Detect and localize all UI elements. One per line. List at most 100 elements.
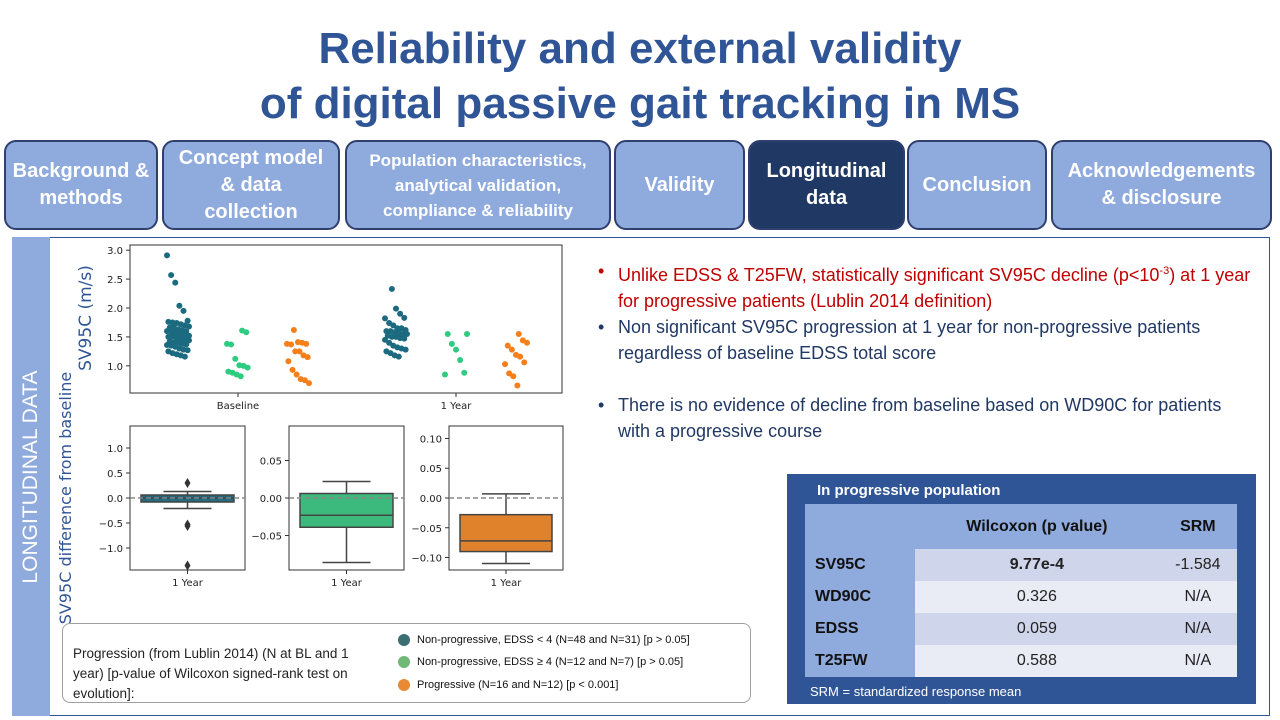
- y-tick-label: −1.0: [99, 544, 123, 555]
- y-tick-label: −0.05: [411, 524, 442, 535]
- data-point: [502, 361, 508, 368]
- data-point: [296, 348, 303, 355]
- data-point: [228, 341, 235, 348]
- y-tick-label: 0.10: [420, 434, 442, 445]
- box: [459, 513, 553, 553]
- data-point: [232, 355, 239, 362]
- data-point: [184, 347, 191, 354]
- x-tick-label: 1 Year: [491, 578, 523, 589]
- bullet-2: Non significant SV95C progression at 1 y…: [598, 314, 1258, 366]
- data-point: [181, 353, 188, 360]
- tab-population[interactable]: Population characteristics, analytical v…: [345, 140, 611, 230]
- y-tick-label: 0.5: [107, 469, 123, 480]
- table-row: EDSS 0.059 N/A: [805, 613, 1237, 645]
- data-point: [508, 346, 515, 353]
- outlier: [184, 560, 191, 571]
- data-point: [186, 323, 192, 330]
- data-point: [166, 326, 173, 333]
- data-point: [504, 342, 511, 349]
- data-point: [510, 373, 517, 380]
- x-tick-label: 1 Year: [331, 578, 363, 589]
- data-point: [292, 348, 299, 355]
- results-table: Wilcoxon (p value) SRM SV95C 9.77e-4 -1.584…: [805, 504, 1237, 677]
- section-strip: LONGITUDINAL DATA: [12, 237, 50, 716]
- legend-item: Non-progressive, EDSS ≥ 4 (N=12 and N=7)…: [398, 656, 683, 668]
- data-point: [285, 358, 292, 365]
- table-row: T25FW 0.588 N/A: [805, 645, 1237, 677]
- data-point: [183, 341, 190, 348]
- table-row: WD90C 0.326 N/A: [805, 581, 1237, 613]
- outlier: [184, 521, 191, 531]
- data-point: [168, 272, 175, 279]
- tab-conclusion[interactable]: Conclusion: [907, 140, 1047, 230]
- data-point: [461, 369, 468, 376]
- y-tick-label: −0.5: [99, 519, 123, 530]
- data-point: [293, 371, 300, 378]
- circle-icon: [398, 634, 410, 646]
- circle-icon: [398, 679, 410, 691]
- column-header: SRM: [1158, 504, 1237, 549]
- column-header: Wilcoxon (p value): [915, 504, 1159, 549]
- y-tick-label: 0.00: [420, 494, 442, 505]
- data-point: [186, 332, 192, 339]
- data-point: [453, 346, 459, 353]
- data-point: [290, 326, 297, 333]
- y-tick-label: 1.0: [107, 444, 123, 455]
- data-point: [288, 341, 295, 348]
- data-point: [395, 353, 402, 360]
- data-point: [172, 279, 179, 286]
- data-point: [464, 331, 470, 338]
- y-tick-label: 0.0: [107, 494, 123, 505]
- data-point: [448, 340, 455, 347]
- bullet-1: Unlike EDSS & T25FW, statistically signi…: [598, 258, 1258, 314]
- y-tick-label: −0.05: [251, 532, 282, 543]
- table-caption: In progressive population: [817, 482, 1001, 499]
- y-tick-label: −0.10: [411, 554, 442, 565]
- y-axis-label: SV95C (m/s): [76, 265, 96, 371]
- outlier: [184, 478, 191, 488]
- y-axis-label: SV95C difference from baseline: [56, 372, 75, 624]
- data-point: [180, 307, 187, 314]
- tab-acknowledgements[interactable]: Acknowledgements & disclosure: [1051, 140, 1272, 230]
- data-point: [164, 252, 170, 259]
- y-tick-label: 1.0: [107, 362, 123, 373]
- data-point: [404, 331, 410, 338]
- y-tick-label: 2.5: [107, 275, 123, 286]
- title-line-2: of digital passive gait tracking in MS: [259, 79, 1021, 128]
- tab-validity[interactable]: Validity: [614, 140, 745, 230]
- y-tick-label: 0.00: [260, 494, 282, 505]
- data-point: [184, 317, 191, 324]
- x-tick-label: 1 Year: [172, 578, 204, 589]
- y-tick-label: 2.0: [107, 304, 123, 315]
- tab-background-methods[interactable]: Background & methods: [4, 140, 158, 230]
- tab-longitudinal-data[interactable]: Longitudinal data: [748, 140, 905, 230]
- data-point: [514, 382, 521, 389]
- y-tick-label: 0.05: [420, 464, 442, 475]
- data-point: [382, 315, 388, 322]
- y-tick-label: 1.5: [107, 333, 123, 344]
- legend-description: Progression (from Lublin 2014) (N at BL …: [73, 646, 349, 701]
- data-point: [303, 340, 310, 347]
- box: [299, 492, 394, 528]
- data-point: [388, 285, 395, 292]
- x-tick-label: 1 Year: [441, 401, 473, 412]
- data-point: [397, 310, 404, 317]
- table-row: SV95C 9.77e-4 -1.584: [805, 549, 1237, 581]
- data-point: [444, 331, 451, 338]
- bullet-3: There is no evidence of decline from bas…: [598, 392, 1258, 444]
- data-point: [517, 353, 524, 360]
- data-point: [176, 302, 183, 309]
- x-tick-label: Baseline: [217, 401, 259, 412]
- data-point: [304, 354, 311, 361]
- data-point: [402, 346, 409, 353]
- data-point: [515, 331, 522, 338]
- data-point: [442, 371, 448, 378]
- data-point: [393, 305, 399, 312]
- tab-concept-model[interactable]: Concept model & data collection: [162, 140, 340, 230]
- table-footnote: SRM = standardized response mean: [810, 684, 1022, 699]
- y-tick-label: 3.0: [107, 246, 123, 257]
- title-line-1: Reliability and external validity: [318, 24, 962, 73]
- data-point: [524, 339, 530, 346]
- plot-frame: [129, 244, 563, 394]
